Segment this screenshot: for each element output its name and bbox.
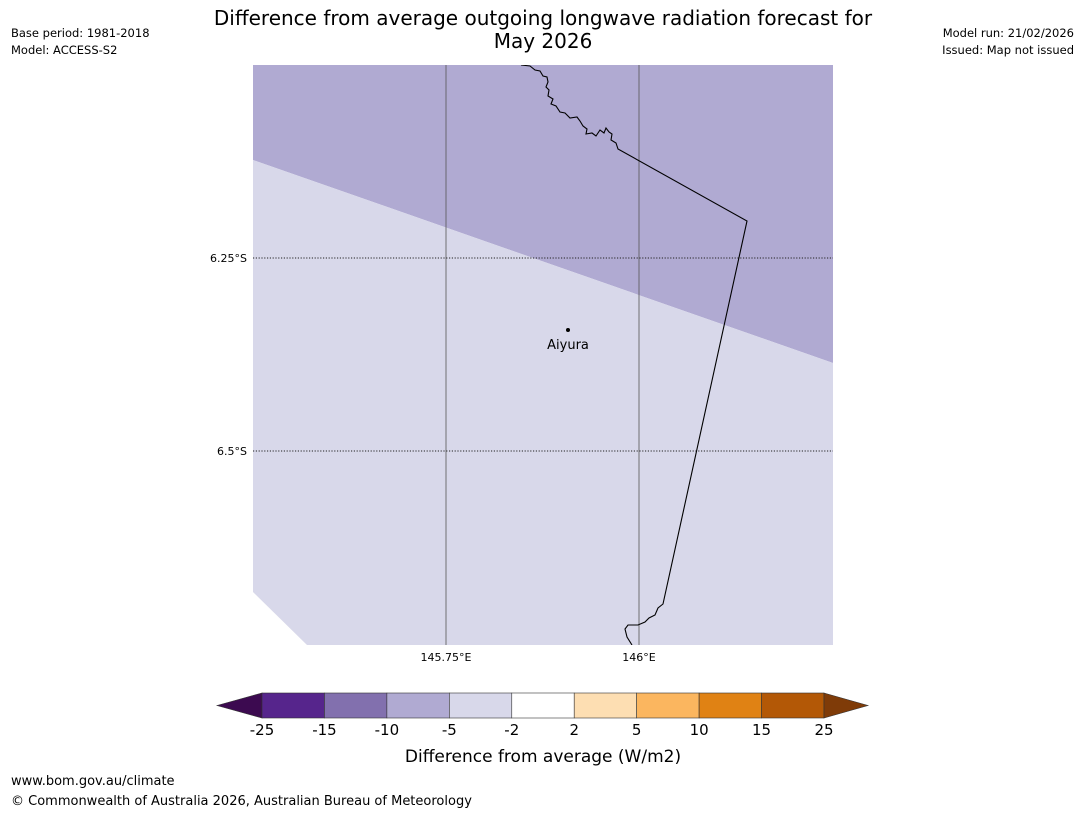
map-title: Difference from average outgoing longwav… xyxy=(150,7,936,53)
colorbar-title: Difference from average (W/m2) xyxy=(405,747,681,767)
place-name: Aiyura xyxy=(547,338,589,353)
colorbar-bin xyxy=(261,692,325,719)
model-run: Model run: 21/02/2026 xyxy=(942,26,1074,40)
colorbar-tick-label: -2 xyxy=(504,721,519,739)
colorbar-extend-high xyxy=(823,692,870,719)
colorbar-tick-label: -25 xyxy=(250,721,275,739)
colorbar-tick-label: -5 xyxy=(442,721,457,739)
lon-label-145-75: 145.75°E xyxy=(421,651,472,664)
footer-url[interactable]: www.bom.gov.au/climate xyxy=(11,774,175,789)
anomaly-band-light xyxy=(253,160,833,645)
colorbar-tick-label: 2 xyxy=(569,721,579,739)
colorbar-tick-label: -10 xyxy=(375,721,400,739)
title-line-2: May 2026 xyxy=(493,29,593,53)
colorbar-tick-label: 15 xyxy=(752,721,771,739)
colorbar-bin xyxy=(698,692,762,719)
colorbar-bin xyxy=(511,692,575,719)
colorbar: -25 -15 -10 -5 -2 2 5 10 15 25 xyxy=(215,692,870,739)
colorbar-tick-label: 10 xyxy=(690,721,709,739)
colorbar-bin xyxy=(636,692,700,719)
colorbar-bin xyxy=(449,692,513,719)
issued-status: Issued: Map not issued xyxy=(942,43,1074,57)
colorbar-extend-low xyxy=(215,692,263,719)
anomaly-band-dark xyxy=(253,65,833,363)
colorbar-bin xyxy=(761,692,825,719)
colorbar-bin xyxy=(573,692,637,719)
title-line-1: Difference from average outgoing longwav… xyxy=(213,6,873,30)
colorbar-bin xyxy=(386,692,450,719)
coastline-border xyxy=(520,65,748,645)
lat-label-6-25: 6.25°S xyxy=(210,252,247,265)
lat-label-6-5: 6.5°S xyxy=(217,445,247,458)
colorbar-tick-label: 25 xyxy=(814,721,833,739)
lon-label-146: 146°E xyxy=(622,651,655,664)
footer-copyright: © Commonwealth of Australia 2026, Austra… xyxy=(11,794,472,809)
meta-left: Base period: 1981-2018 Model: ACCESS-S2 xyxy=(11,25,150,59)
colorbar-bin xyxy=(324,692,388,719)
meta-right: Model run: 21/02/2026 Issued: Map not is… xyxy=(942,25,1074,59)
location-dot-icon xyxy=(566,328,570,332)
colorbar-tick-label: -15 xyxy=(312,721,337,739)
model-name: Model: ACCESS-S2 xyxy=(11,43,118,57)
map-panel xyxy=(253,65,833,645)
base-period: Base period: 1981-2018 xyxy=(11,26,150,40)
colorbar-tick-label: 5 xyxy=(632,721,642,739)
